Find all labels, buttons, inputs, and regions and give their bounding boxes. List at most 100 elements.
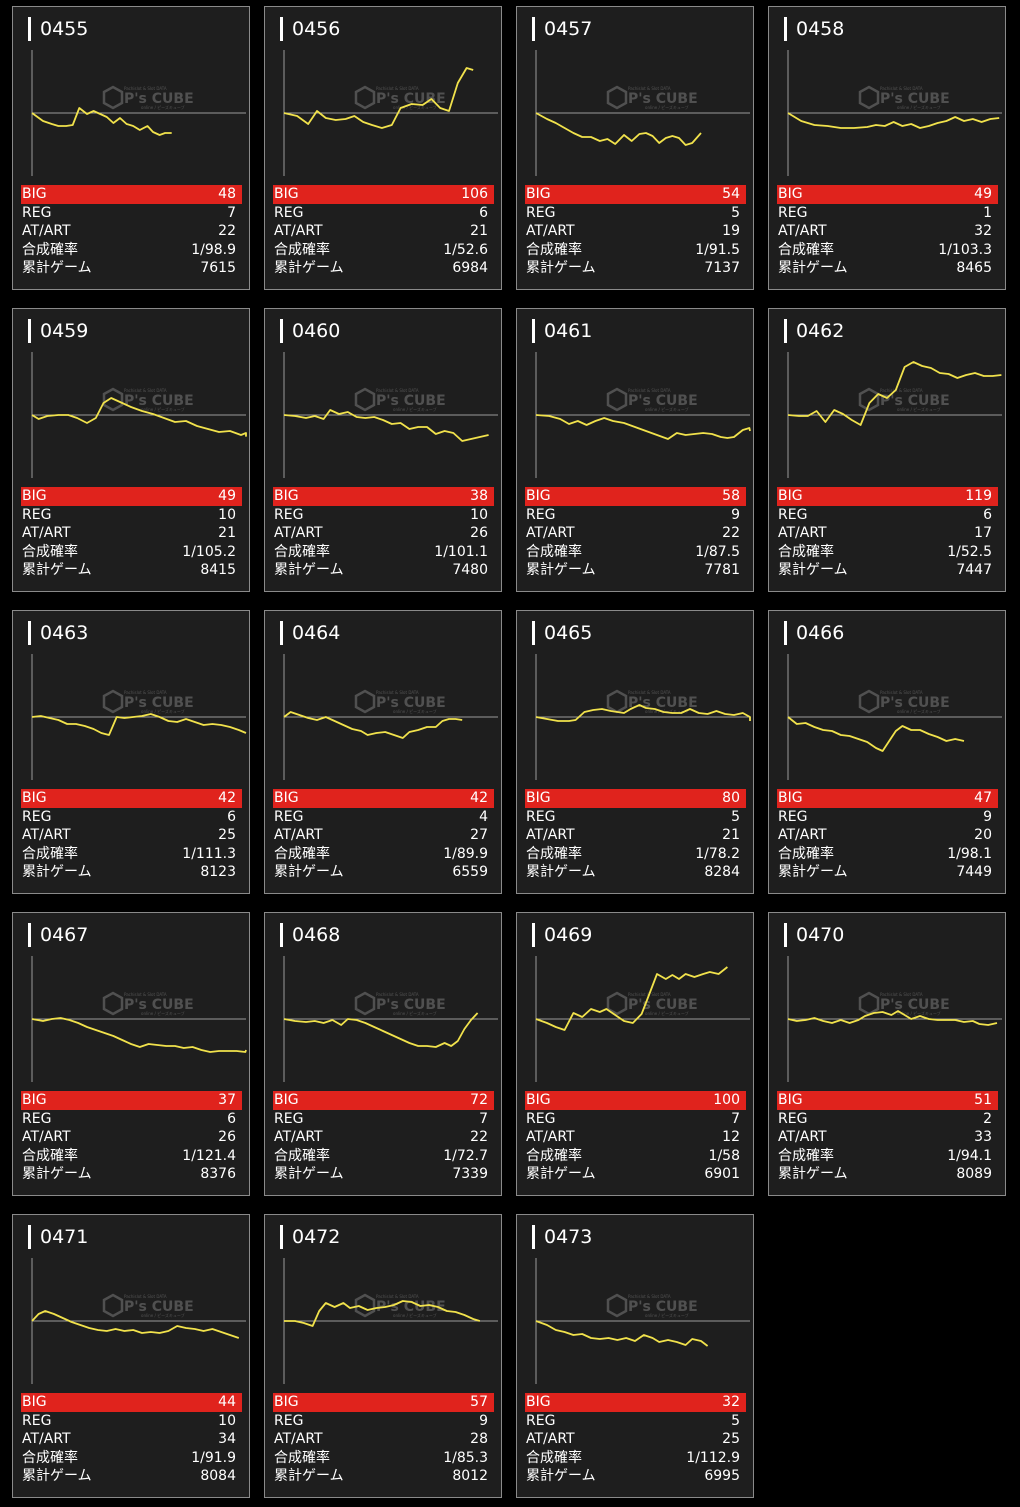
machine-card[interactable]: 0462 Pachislot & Slot DATA P's CUBE online … xyxy=(768,308,1006,592)
slump-line xyxy=(535,414,751,440)
combined-probability-label: 合成確率 xyxy=(22,241,78,258)
combined-probability-value: 1/98.9 xyxy=(191,241,236,258)
big-count-row: BIG 47 xyxy=(777,789,998,808)
reg-count-value: 9 xyxy=(731,506,740,523)
big-count-value: 42 xyxy=(470,790,488,807)
machine-card[interactable]: 0458 Pachislot & Slot DATA P's CUBE online … xyxy=(768,6,1006,290)
total-games-label: 累計ゲーム xyxy=(274,1166,344,1183)
slump-line xyxy=(535,1320,709,1347)
watermark-bottom-text: online / ピーズキューブ xyxy=(645,104,689,110)
machine-card[interactable]: 0471 Pachislot & Slot DATA P's CUBE online … xyxy=(12,1214,250,1498)
combined-probability-value: 1/105.2 xyxy=(182,543,236,560)
reg-count-row: REG 5 xyxy=(525,204,746,223)
machine-card[interactable]: 0457 Pachislot & Slot DATA P's CUBE online … xyxy=(516,6,754,290)
big-count-value: 54 xyxy=(722,186,740,203)
big-count-value: 100 xyxy=(713,1092,740,1109)
big-count-label: BIG xyxy=(22,186,47,203)
cube-icon xyxy=(858,689,880,714)
reg-count-row: REG 9 xyxy=(525,506,746,525)
at-art-count-value: 34 xyxy=(218,1431,236,1448)
watermark-bottom-text: online / ピーズキューブ xyxy=(393,406,437,412)
combined-probability-row: 合成確率 1/91.5 xyxy=(525,241,746,260)
machine-grid: 0455 Pachislot & Slot DATA P's CUBE online … xyxy=(12,6,1008,1502)
total-games-row: 累計ゲーム 7339 xyxy=(273,1165,494,1184)
big-count-label: BIG xyxy=(274,1092,299,1109)
reg-count-row: REG 6 xyxy=(21,808,242,827)
total-games-row: 累計ゲーム 8084 xyxy=(21,1467,242,1486)
slump-line xyxy=(284,1300,481,1327)
combined-probability-label: 合成確率 xyxy=(274,543,330,560)
total-games-label: 累計ゲーム xyxy=(22,260,92,277)
watermark-bottom-text: online / ピーズキューブ xyxy=(141,406,185,412)
machine-card[interactable]: 0467 Pachislot & Slot DATA P's CUBE online … xyxy=(12,912,250,1196)
combined-probability-label: 合成確率 xyxy=(274,1449,330,1466)
big-count-label: BIG xyxy=(526,1394,551,1411)
total-games-label: 累計ゲーム xyxy=(274,864,344,881)
reg-count-label: REG xyxy=(22,808,52,825)
machine-card[interactable]: 0460 Pachislot & Slot DATA P's CUBE online … xyxy=(264,308,502,592)
watermark-top-text: Pachislot & Slot DATA xyxy=(880,992,923,997)
at-art-count-value: 27 xyxy=(470,827,488,844)
machine-card[interactable]: 0456 Pachislot & Slot DATA P's CUBE online … xyxy=(264,6,502,290)
stats-table: BIG 47 REG 9 AT/ART 20 合成確率 1/98.1 累計ゲーム 7449 xyxy=(777,789,998,882)
machine-card[interactable]: 0470 Pachislot & Slot DATA P's CUBE online … xyxy=(768,912,1006,1196)
machine-number: 0465 xyxy=(544,622,593,644)
reg-count-row: REG 10 xyxy=(21,506,242,525)
reg-count-value: 6 xyxy=(479,204,488,221)
machine-card[interactable]: 0468 Pachislot & Slot DATA P's CUBE online … xyxy=(264,912,502,1196)
stats-table: BIG 42 REG 6 AT/ART 25 合成確率 1/111.3 累計ゲーム 8123 xyxy=(21,789,242,882)
machine-card[interactable]: 0465 Pachislot & Slot DATA P's CUBE online … xyxy=(516,610,754,894)
machine-card[interactable]: 0469 Pachislot & Slot DATA P's CUBE online … xyxy=(516,912,754,1196)
reg-count-value: 9 xyxy=(983,808,992,825)
total-games-label: 累計ゲーム xyxy=(526,864,596,881)
machine-card[interactable]: 0463 Pachislot & Slot DATA P's CUBE online … xyxy=(12,610,250,894)
watermark-bottom-text: online / ピーズキューブ xyxy=(393,708,437,714)
total-games-value: 6901 xyxy=(704,1166,740,1183)
big-count-row: BIG 54 xyxy=(525,185,746,204)
watermark-logo-text: P's CUBE xyxy=(880,91,950,107)
header-accent-bar xyxy=(280,1225,283,1249)
card-header: 0458 xyxy=(784,16,844,42)
watermark-top-text: Pachislot & Slot DATA xyxy=(628,388,671,393)
machine-card[interactable]: 0466 Pachislot & Slot DATA P's CUBE online … xyxy=(768,610,1006,894)
machine-card[interactable]: 0473 Pachislot & Slot DATA P's CUBE online … xyxy=(516,1214,754,1498)
big-count-value: 37 xyxy=(218,1092,236,1109)
card-header: 0471 xyxy=(28,1224,88,1250)
machine-card[interactable]: 0459 Pachislot & Slot DATA P's CUBE online … xyxy=(12,308,250,592)
watermark-top-text: Pachislot & Slot DATA xyxy=(880,86,923,91)
machine-number: 0469 xyxy=(544,924,593,946)
combined-probability-value: 1/58 xyxy=(708,1147,740,1164)
watermark-logo-text: P's CUBE xyxy=(376,91,446,107)
reg-count-value: 7 xyxy=(479,1110,488,1127)
combined-probability-row: 合成確率 1/58 xyxy=(525,1147,746,1166)
reg-count-value: 5 xyxy=(731,1412,740,1429)
machine-card[interactable]: 0461 Pachislot & Slot DATA P's CUBE online … xyxy=(516,308,754,592)
total-games-value: 6559 xyxy=(452,864,488,881)
watermark-logo-text: P's CUBE xyxy=(376,393,446,409)
header-accent-bar xyxy=(784,621,787,645)
total-games-label: 累計ゲーム xyxy=(274,562,344,579)
stats-table: BIG 32 REG 5 AT/ART 25 合成確率 1/112.9 累計ゲーム 6995 xyxy=(525,1393,746,1486)
combined-probability-row: 合成確率 1/101.1 xyxy=(273,543,494,562)
total-games-label: 累計ゲーム xyxy=(22,562,92,579)
machine-card[interactable]: 0464 Pachislot & Slot DATA P's CUBE online … xyxy=(264,610,502,894)
at-art-count-label: AT/ART xyxy=(22,827,71,844)
combined-probability-row: 合成確率 1/98.1 xyxy=(777,845,998,864)
machine-card[interactable]: 0455 Pachislot & Slot DATA P's CUBE online … xyxy=(12,6,250,290)
reg-count-row: REG 4 xyxy=(273,808,494,827)
total-games-label: 累計ゲーム xyxy=(778,864,848,881)
header-accent-bar xyxy=(280,923,283,947)
machine-card[interactable]: 0472 Pachislot & Slot DATA P's CUBE online … xyxy=(264,1214,502,1498)
at-art-count-row: AT/ART 25 xyxy=(21,826,242,845)
reg-count-row: REG 7 xyxy=(525,1110,746,1129)
header-accent-bar xyxy=(532,319,535,343)
